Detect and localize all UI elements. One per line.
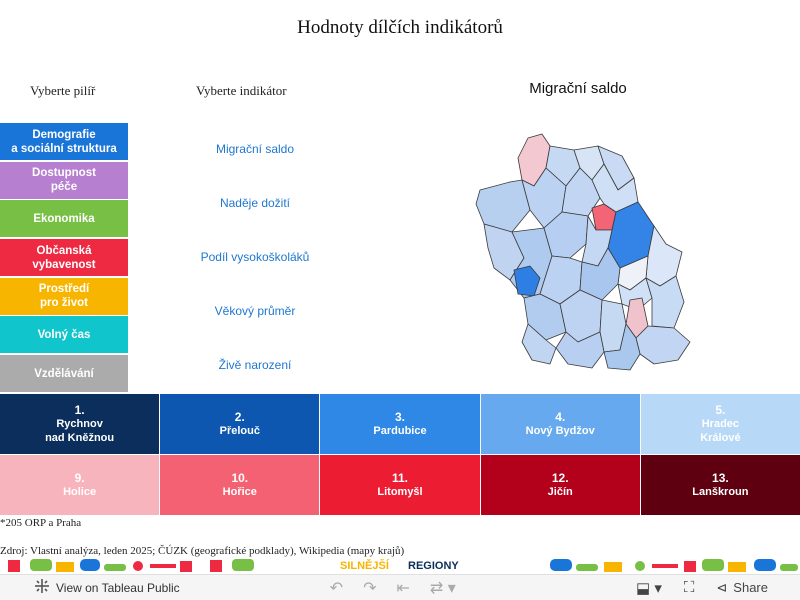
map-region bbox=[645, 275, 685, 329]
decorative-icon-strip: SILNĚJŠÍ REGIONY bbox=[8, 559, 798, 572]
indicator-podil-vysokoskolaku[interactable]: Podíl vysokoškoláků bbox=[200, 250, 310, 264]
tableau-logo-icon bbox=[34, 578, 50, 597]
map-region bbox=[555, 331, 605, 369]
rank-name: Pardubice bbox=[373, 425, 427, 437]
rank-name: Holice bbox=[63, 486, 97, 498]
rank-tile[interactable]: 12. Jičín bbox=[480, 455, 640, 515]
rank-tile[interactable]: 9. Holice bbox=[0, 455, 160, 515]
rank-number: 13. bbox=[712, 471, 729, 485]
pillar-demografie[interactable]: Demografie a sociální struktura bbox=[0, 123, 128, 160]
indicator-vekovy-prumer[interactable]: Věkový průměr bbox=[214, 304, 296, 318]
decorative-icons-right bbox=[550, 559, 798, 572]
rank-name: Litomyšl bbox=[377, 486, 423, 498]
decorative-icons-left bbox=[8, 559, 254, 572]
map-region bbox=[521, 323, 557, 365]
fullscreen-icon[interactable]: ⛶ bbox=[683, 579, 695, 596]
pillar-prostredi[interactable]: Prostředí pro život bbox=[0, 277, 128, 315]
pillar-dostupnost-pece[interactable]: Dostupnost péče bbox=[0, 161, 128, 199]
region-map[interactable] bbox=[470, 128, 700, 373]
rank-tile[interactable]: 4. Nový Bydžov bbox=[480, 394, 640, 454]
pillar-vzdelavani[interactable]: Vzdělávání bbox=[0, 355, 128, 393]
rank-number: 3. bbox=[394, 410, 405, 424]
tableau-toolbar: View on Tableau Public ↶ ↷ ⇤ ⇄ ▾ ⬓ ▾ ⛶ ⊲… bbox=[0, 574, 800, 600]
pillar-header: Vyberte pilíř bbox=[30, 83, 96, 98]
rank-name: Přelouč bbox=[219, 425, 260, 437]
pillar-volny-cas[interactable]: Volný čas bbox=[0, 316, 128, 354]
footnote: *205 ORP a Praha bbox=[0, 517, 82, 529]
page-title: Hodnoty dílčích indikátorů bbox=[297, 17, 503, 38]
indicator-header: Vyberte indikátor bbox=[196, 83, 287, 98]
rank-tile[interactable]: 13. Lanškroun bbox=[640, 455, 800, 515]
view-on-tableau-link[interactable]: View on Tableau Public bbox=[34, 578, 180, 597]
rank-number: 5. bbox=[715, 403, 726, 417]
share-label: Share bbox=[733, 580, 768, 595]
toolbar-actions: ⬓ ▾ ⛶ ⊲ Share bbox=[636, 579, 768, 597]
indicator-nadeje-doziti[interactable]: Naděje dožití bbox=[219, 196, 291, 210]
map-region bbox=[475, 179, 531, 233]
pillar-obcanska-vybavenost[interactable]: Občanská vybavenost bbox=[0, 239, 128, 277]
map-title: Migrační saldo bbox=[529, 80, 627, 97]
indicator-zive-narozeni[interactable]: Živě narození bbox=[218, 358, 292, 372]
rank-number: 9. bbox=[74, 471, 85, 485]
refresh-icon[interactable]: ⇄ ▾ bbox=[429, 579, 456, 597]
brand-word-2: REGIONY bbox=[408, 560, 459, 572]
rank-name: Lanškroun bbox=[692, 486, 749, 498]
rank-grid: 1. Rychnov nad Kněžnou 2. Přelouč 3. Pardub… bbox=[0, 394, 800, 515]
rank-name: Hradec Králové bbox=[700, 418, 741, 444]
share-icon: ⊲ bbox=[716, 579, 728, 595]
rank-tile[interactable]: 10. Hořice bbox=[160, 455, 320, 515]
rank-number: 12. bbox=[551, 471, 569, 485]
redo-icon[interactable]: ↷ bbox=[363, 579, 377, 597]
revert-icon[interactable]: ⇤ bbox=[396, 579, 410, 597]
rank-tile[interactable]: 11. Litomyšl bbox=[320, 455, 480, 515]
rank-name: Nový Bydžov bbox=[525, 425, 595, 437]
rank-number: 1. bbox=[74, 403, 85, 417]
view-on-tableau-label: View on Tableau Public bbox=[56, 580, 180, 595]
rank-tile[interactable]: 1. Rychnov nad Kněžnou bbox=[0, 394, 160, 454]
rank-number: 4. bbox=[555, 410, 566, 424]
pillar-list: Demografie a sociální struktura Dostupno… bbox=[0, 123, 128, 394]
rank-number: 2. bbox=[234, 410, 245, 424]
rank-name: Hořice bbox=[222, 486, 257, 498]
rank-tile[interactable]: 2. Přelouč bbox=[160, 394, 320, 454]
history-controls: ↶ ↷ ⇤ ⇄ ▾ bbox=[330, 578, 456, 598]
share-button[interactable]: ⊲ Share bbox=[716, 580, 768, 596]
source-note: Zdroj: Vlastní analýza, leden 2025; ČÚZK… bbox=[0, 545, 405, 557]
indicator-list: Migrační saldo Naděje dožití Podíl vysok… bbox=[160, 122, 350, 392]
indicator-migracni-saldo[interactable]: Migrační saldo bbox=[215, 142, 295, 156]
map-region bbox=[635, 325, 691, 365]
rank-tile[interactable]: 5. Hradec Králové bbox=[640, 394, 800, 454]
pillar-ekonomika[interactable]: Ekonomika bbox=[0, 200, 128, 238]
rank-tile[interactable]: 3. Pardubice bbox=[320, 394, 480, 454]
rank-name: Rychnov nad Kněžnou bbox=[45, 418, 115, 444]
map-region bbox=[513, 265, 541, 297]
brand-logo: SILNĚJŠÍ REGIONY bbox=[340, 559, 459, 572]
rank-number: 11. bbox=[391, 471, 408, 485]
download-icon[interactable]: ⬓ ▾ bbox=[636, 579, 662, 597]
map-region bbox=[603, 323, 641, 371]
rank-number: 10. bbox=[231, 471, 249, 485]
brand-word-1: SILNĚJŠÍ bbox=[340, 559, 390, 572]
rank-name: Jičín bbox=[547, 486, 573, 498]
undo-icon[interactable]: ↶ bbox=[329, 579, 344, 597]
